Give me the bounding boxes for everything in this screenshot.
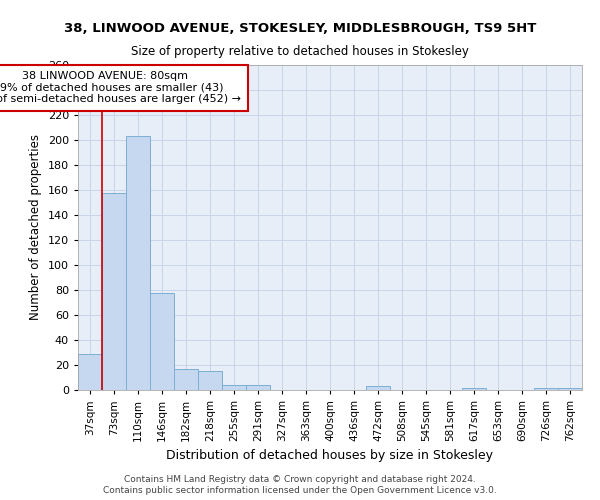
Bar [78,354,102,390]
Y-axis label: Number of detached properties: Number of detached properties [29,134,42,320]
Bar [246,385,270,390]
Bar [222,385,246,390]
Bar [534,388,558,390]
X-axis label: Distribution of detached houses by size in Stokesley: Distribution of detached houses by size … [167,450,493,462]
Bar [150,292,174,390]
Bar [174,369,198,390]
Bar [198,371,222,390]
Text: Contains HM Land Registry data © Crown copyright and database right 2024.: Contains HM Land Registry data © Crown c… [124,475,476,484]
Bar [366,386,390,390]
Bar [126,136,150,390]
Text: 38 LINWOOD AVENUE: 80sqm
← 9% of detached houses are smaller (43)
91% of semi-de: 38 LINWOOD AVENUE: 80sqm ← 9% of detache… [0,71,241,104]
Text: 38, LINWOOD AVENUE, STOKESLEY, MIDDLESBROUGH, TS9 5HT: 38, LINWOOD AVENUE, STOKESLEY, MIDDLESBR… [64,22,536,36]
Bar [102,192,126,390]
Text: Contains public sector information licensed under the Open Government Licence v3: Contains public sector information licen… [103,486,497,495]
Bar [558,388,582,390]
Bar [462,388,486,390]
Text: Size of property relative to detached houses in Stokesley: Size of property relative to detached ho… [131,45,469,58]
